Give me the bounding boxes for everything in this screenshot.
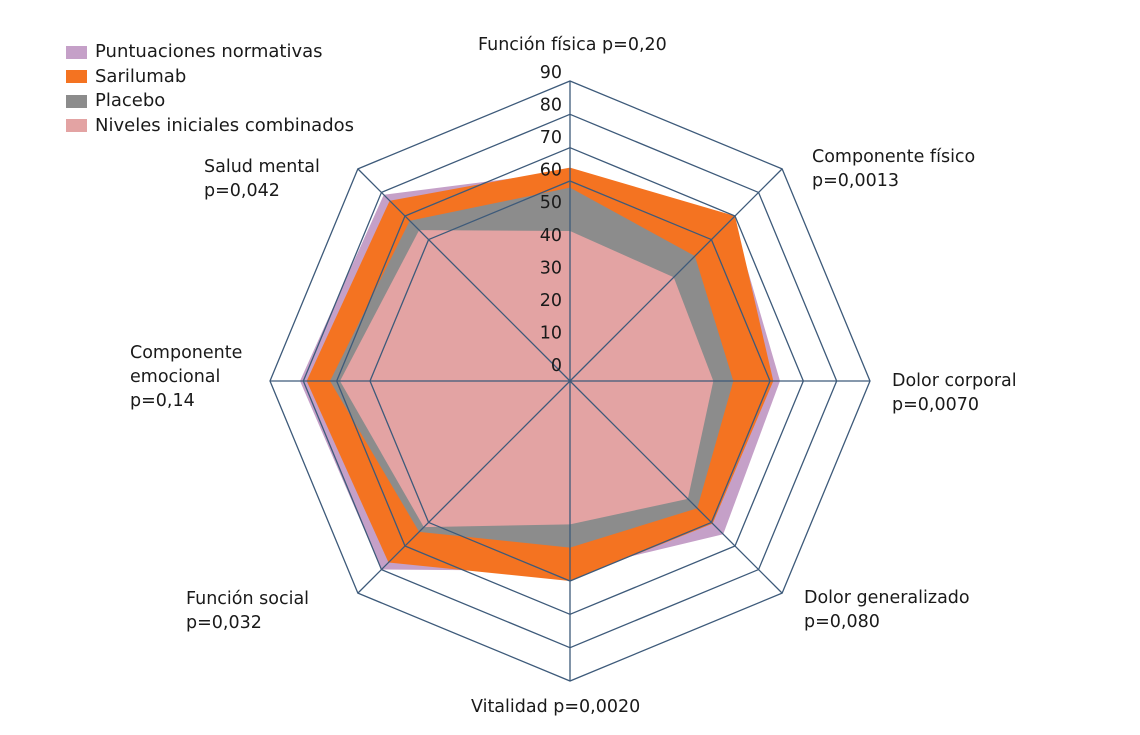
- axis-label-componente-fisico-name: Componente físico: [812, 147, 976, 167]
- series-layer: [300, 167, 780, 581]
- tick-layer: 0 10 20 30 40 50 60 70 80 90: [540, 63, 562, 376]
- axis-spoke-salud-mental: [357, 168, 571, 382]
- axis-label-vitalidad-text: Vitalidad p=0,0020: [471, 697, 641, 717]
- legend-swatch-iniciales: [66, 119, 87, 133]
- legend-item-iniciales: Niveles iniciales combinados: [66, 114, 354, 139]
- axis-label-componente-emocional-line1: Componente: [130, 343, 243, 363]
- legend-item-sarilumab: Sarilumab: [66, 65, 354, 90]
- axis-label-dolor-corporal: Dolor corporal p=0,0070: [892, 369, 1017, 417]
- axis-label-componente-emocional-line2: emocional: [130, 367, 221, 387]
- radial-tick-label-50: 50: [540, 193, 562, 213]
- axis-label-salud-mental-p: p=0,042: [204, 181, 280, 201]
- axis-label-dolor-generalizado: Dolor generalizado p=0,080: [804, 586, 970, 634]
- axis-spoke-dolor-generalizado: [569, 380, 783, 594]
- radial-tick-label-40: 40: [540, 226, 562, 246]
- axis-label-componente-fisico: Componente físico p=0,0013: [812, 145, 975, 193]
- radial-tick-label-20: 20: [540, 291, 562, 311]
- grid-layer: [269, 80, 871, 682]
- axis-label-funcion-social-p: p=0,032: [186, 613, 262, 633]
- radial-tick-label-80: 80: [540, 96, 562, 116]
- axis-label-funcion-social: Función social p=0,032: [186, 587, 309, 635]
- radial-tick-label-0: 0: [551, 356, 562, 376]
- axis-label-funcion-fisica: Función física p=0,20: [478, 33, 667, 57]
- legend-swatch-normativas: [66, 45, 87, 59]
- axis-label-salud-mental-name: Salud mental: [204, 157, 320, 177]
- legend-swatch-placebo: [66, 94, 87, 108]
- axis-label-dolor-corporal-name: Dolor corporal: [892, 371, 1017, 391]
- axis-label-dolor-generalizado-name: Dolor generalizado: [804, 588, 970, 608]
- radial-tick-label-30: 30: [540, 258, 562, 278]
- axis-spoke-funci-n-social: [357, 380, 571, 594]
- legend-label-sarilumab: Sarilumab: [95, 65, 187, 87]
- axis-label-componente-fisico-p: p=0,0013: [812, 171, 900, 191]
- axis-label-funcion-fisica-text: Función física p=0,20: [478, 35, 667, 55]
- legend-item-normativas: Puntuaciones normativas: [66, 40, 354, 65]
- radial-tick-label-10: 10: [540, 323, 562, 343]
- axis-label-salud-mental: Salud mental p=0,042: [204, 155, 320, 203]
- radial-tick-label-90: 90: [540, 63, 562, 83]
- legend-label-iniciales: Niveles iniciales combinados: [95, 114, 355, 136]
- legend-swatch-sarilumab: [66, 70, 87, 84]
- axis-label-vitalidad: Vitalidad p=0,0020: [471, 695, 640, 719]
- legend-label-normativas: Puntuaciones normativas: [95, 41, 323, 62]
- axis-label-dolor-generalizado-p: p=0,080: [804, 612, 880, 632]
- radial-tick-label-60: 60: [540, 161, 562, 181]
- series-area-niveles-iniciales-combinados: [340, 230, 714, 528]
- legend: Puntuaciones normativas Sarilumab Placeb…: [66, 40, 354, 138]
- radial-tick-label-70: 70: [540, 128, 562, 148]
- axis-label-componente-emocional-p: p=0,14: [130, 391, 195, 411]
- axis-label-funcion-social-name: Función social: [186, 589, 310, 609]
- legend-label-placebo: Placebo: [95, 90, 166, 111]
- legend-item-placebo: Placebo: [66, 89, 354, 114]
- axis-label-dolor-corporal-p: p=0,0070: [892, 395, 980, 415]
- axis-label-componente-emocional: Componente emocional p=0,14: [130, 341, 242, 413]
- axis-spoke-componente-f-sico: [569, 168, 783, 382]
